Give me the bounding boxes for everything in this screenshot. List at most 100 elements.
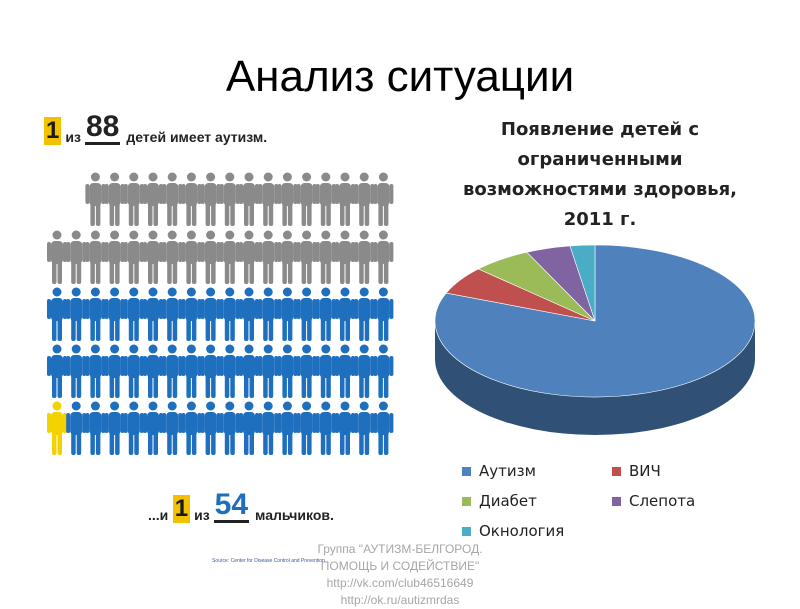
person-blue-icon bbox=[315, 344, 336, 398]
person-gray-icon bbox=[258, 172, 279, 226]
person-blue-icon bbox=[239, 287, 259, 341]
boys-stat-line: ...и 1 из 54 мальчиков. bbox=[148, 490, 334, 526]
person-blue-icon bbox=[85, 344, 106, 398]
person-gray-icon bbox=[143, 172, 163, 226]
footer-link[interactable]: http://vk.com/club46516649 bbox=[326, 576, 474, 590]
person-blue-icon bbox=[335, 401, 355, 455]
person-blue-icon bbox=[219, 401, 240, 455]
person-gray-icon bbox=[123, 172, 144, 226]
legend-label: ВИЧ bbox=[629, 462, 661, 480]
person-gray-icon bbox=[277, 172, 298, 226]
person-blue-icon bbox=[354, 401, 375, 455]
person-blue-icon bbox=[66, 287, 87, 341]
person-gray-icon bbox=[47, 230, 67, 284]
person-gray-icon bbox=[104, 230, 125, 284]
person-blue-icon bbox=[373, 401, 394, 455]
person-blue-icon bbox=[104, 287, 125, 341]
person-gray-icon bbox=[335, 230, 355, 284]
person-gray-icon bbox=[66, 230, 87, 284]
person-blue-icon bbox=[200, 401, 221, 455]
person-blue-icon bbox=[104, 401, 125, 455]
person-blue-icon bbox=[181, 287, 202, 341]
person-gray-icon bbox=[239, 172, 259, 226]
pie-chart bbox=[434, 244, 756, 435]
person-blue-icon bbox=[258, 287, 279, 341]
person-blue-icon bbox=[354, 287, 375, 341]
person-gray-icon bbox=[277, 230, 298, 284]
person-blue-icon bbox=[200, 287, 221, 341]
slide-title: Анализ ситуации bbox=[225, 52, 575, 101]
person-blue-icon bbox=[85, 287, 106, 341]
person-gray-icon bbox=[354, 172, 375, 226]
person-blue-icon bbox=[162, 401, 183, 455]
chart-title: Появление детей с ограниченными возможно… bbox=[462, 119, 738, 230]
person-blue-icon bbox=[296, 401, 317, 455]
pie-slice-4 bbox=[569, 244, 596, 322]
person-blue-icon bbox=[85, 401, 106, 455]
person-gray-icon bbox=[85, 172, 106, 226]
person-blue-icon bbox=[104, 344, 125, 398]
stat-digit: 1 bbox=[44, 117, 62, 145]
person-blue-icon bbox=[123, 401, 144, 455]
person-blue-icon bbox=[277, 344, 298, 398]
footer-line: Группа "АУТИЗМ-БЕЛГОРОД. bbox=[317, 542, 483, 556]
legend-swatch bbox=[462, 467, 471, 476]
person-blue-icon bbox=[143, 344, 163, 398]
legend-item: Аутизм bbox=[462, 462, 536, 480]
person-gray-icon bbox=[296, 230, 317, 284]
people-pictogram bbox=[47, 172, 394, 455]
person-blue-icon bbox=[181, 401, 202, 455]
person-blue-icon bbox=[335, 344, 355, 398]
footer-line: ПОМОЩЬ И СОДЕЙСТВИЕ" bbox=[320, 559, 480, 573]
stat-digit: 1 bbox=[172, 495, 191, 523]
person-gray-icon bbox=[373, 230, 394, 284]
person-gray-icon bbox=[219, 230, 240, 284]
person-blue-icon bbox=[143, 287, 163, 341]
person-blue-icon bbox=[123, 344, 144, 398]
legend-label: Слепота bbox=[629, 492, 696, 510]
person-blue-icon bbox=[296, 287, 317, 341]
person-blue-icon bbox=[373, 287, 394, 341]
person-blue-icon bbox=[239, 401, 259, 455]
autism-stat-line: 1 из 88 детей имеет аутизм. bbox=[44, 112, 267, 148]
pie-side-0 bbox=[435, 321, 755, 435]
legend-item: Окнология bbox=[462, 522, 564, 540]
legend-item: ВИЧ bbox=[612, 462, 661, 480]
person-blue-icon bbox=[277, 401, 298, 455]
person-gray-icon bbox=[123, 230, 144, 284]
stat-number: 54 bbox=[213, 488, 250, 523]
person-gray-icon bbox=[200, 172, 221, 226]
person-gray-icon bbox=[335, 172, 355, 226]
person-gray-icon bbox=[296, 172, 317, 226]
legend-swatch bbox=[462, 527, 471, 536]
person-blue-icon bbox=[277, 287, 298, 341]
footer-credits: Группа "АУТИЗМ-БЕЛГОРОД. ПОМОЩЬ И СОДЕЙС… bbox=[250, 541, 550, 609]
legend-swatch bbox=[612, 467, 621, 476]
person-blue-icon bbox=[143, 401, 163, 455]
person-blue-icon bbox=[47, 287, 67, 341]
person-gray-icon bbox=[373, 172, 394, 226]
person-blue-icon bbox=[66, 401, 87, 455]
stat-prefix: ...и bbox=[148, 507, 169, 523]
person-blue-icon bbox=[219, 287, 240, 341]
person-gray-icon bbox=[181, 172, 202, 226]
person-blue-icon bbox=[123, 287, 144, 341]
stat-number: 88 bbox=[84, 110, 121, 145]
person-blue-icon bbox=[162, 287, 183, 341]
person-blue-icon bbox=[258, 401, 279, 455]
person-gray-icon bbox=[219, 172, 240, 226]
person-blue-icon bbox=[47, 344, 67, 398]
person-gray-icon bbox=[85, 230, 106, 284]
stat-tail: детей имеет аутизм. bbox=[126, 129, 268, 145]
person-blue-icon bbox=[296, 344, 317, 398]
legend-swatch bbox=[612, 497, 621, 506]
source-note: Source: Center for Disease Control and P… bbox=[212, 558, 325, 564]
person-blue-icon bbox=[373, 344, 394, 398]
person-gray-icon bbox=[162, 230, 183, 284]
stat-word: из bbox=[65, 129, 81, 145]
person-blue-icon bbox=[200, 344, 221, 398]
person-gray-icon bbox=[181, 230, 202, 284]
person-gray-icon bbox=[315, 172, 336, 226]
person-blue-icon bbox=[239, 344, 259, 398]
footer-link[interactable]: http://ok.ru/autizmrdas bbox=[340, 593, 460, 607]
